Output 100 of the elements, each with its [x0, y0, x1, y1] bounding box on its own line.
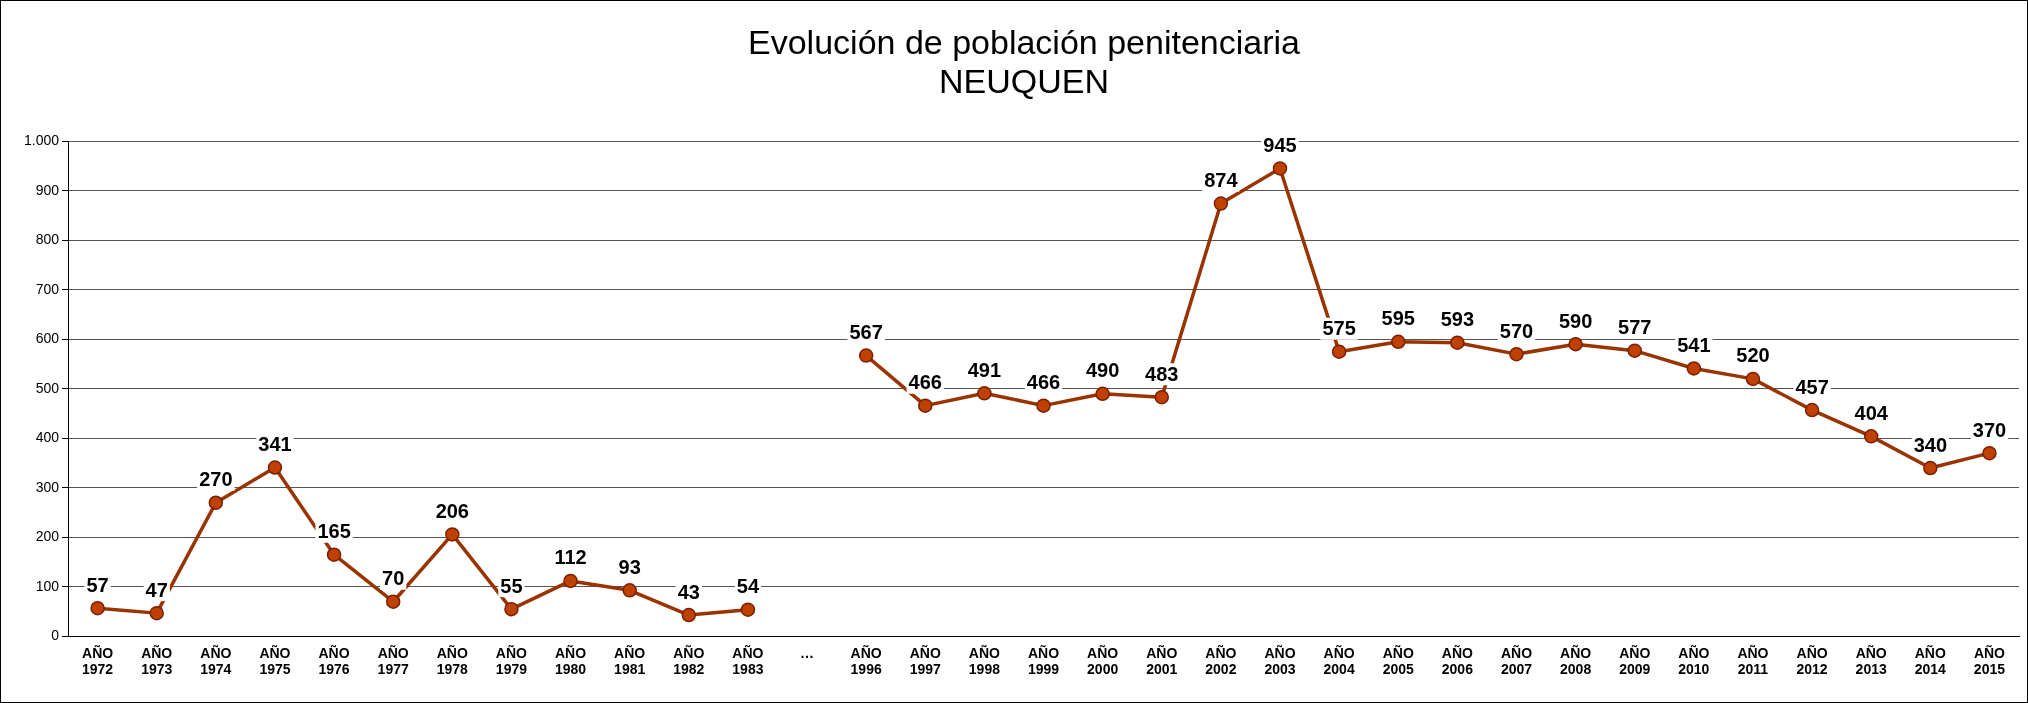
point: [267, 460, 283, 475]
x-tick-label: AÑO 2008: [1560, 643, 1592, 678]
point: [1568, 336, 1583, 352]
point: [1450, 335, 1465, 350]
x-tick-label: AÑO 1979: [495, 643, 528, 678]
x-tick-label: AÑO 1998: [968, 643, 1001, 678]
point: [1982, 445, 1997, 461]
data-label: 570: [1499, 319, 1534, 342]
x-tick-label: AÑO 2002: [1205, 643, 1237, 678]
data-label: 165: [317, 520, 351, 543]
point: [1686, 361, 1702, 376]
x-tick-label: AÑO 2004: [1323, 643, 1355, 678]
x-tick-label: AÑO 2015: [1973, 643, 2006, 678]
x-tick-label: AÑO 2010: [1678, 643, 1710, 678]
point: [1213, 196, 1229, 211]
data-label: 70: [382, 567, 405, 590]
x-tick-label: AÑO 2014: [1914, 643, 1947, 678]
point: [563, 573, 578, 589]
point: [1272, 161, 1288, 176]
x-tick-label: AÑO 1997: [909, 643, 942, 678]
data-label: 206: [435, 499, 469, 522]
data-label: 43: [677, 580, 700, 603]
x-tick-label: AÑO 1980: [554, 643, 587, 678]
point: [1863, 429, 1879, 444]
data-label: 590: [1558, 309, 1593, 332]
data-label: 466: [1026, 371, 1061, 394]
point: [918, 398, 933, 413]
data-label: 54: [736, 575, 760, 598]
x-tick-label: AÑO 1983: [732, 643, 764, 678]
data-label: 466: [908, 371, 942, 394]
data-label: 93: [618, 555, 641, 578]
point: [149, 605, 164, 621]
point: [1036, 398, 1051, 413]
chart-title: Evolución de población penitenciaria NEUQUEN: [748, 22, 1301, 101]
point: [1923, 460, 1938, 476]
point: [858, 348, 874, 363]
x-tick-label: AÑO 1972: [82, 643, 114, 678]
data-label: 457: [1795, 375, 1829, 398]
data-label: 874: [1204, 169, 1239, 192]
point: [208, 495, 224, 510]
data-label: 47: [145, 578, 168, 601]
y-tick-label: 900: [35, 181, 60, 198]
x-tick-label: AÑO 1999: [1027, 643, 1060, 678]
y-tick-label: 700: [35, 280, 60, 297]
point: [1390, 334, 1406, 350]
x-tick-label: AÑO 2000: [1087, 643, 1119, 678]
point: [1745, 371, 1761, 387]
x-tick-label: AÑO 2013: [1855, 643, 1887, 678]
point: [977, 386, 992, 401]
data-label: 541: [1677, 334, 1711, 357]
point: [681, 607, 697, 623]
data-label: 567: [849, 321, 883, 344]
point: [90, 600, 105, 616]
data-label: 270: [199, 468, 233, 491]
data-label: 577: [1618, 316, 1652, 339]
data-label: 593: [1440, 308, 1475, 331]
point: [326, 547, 342, 562]
data-label: 55: [500, 574, 523, 597]
data-label: 57: [86, 573, 109, 596]
data-label: 491: [967, 358, 1002, 381]
data-label: 945: [1263, 133, 1297, 156]
point: [445, 527, 460, 542]
x-tick-label: AÑO 2001: [1146, 643, 1178, 678]
x-tick-label: AÑO 1996: [850, 643, 882, 678]
x-tick-label: …: [800, 644, 815, 661]
point: [385, 594, 401, 609]
point: [1627, 343, 1642, 358]
data-label: 490: [1085, 359, 1120, 382]
data-label: 340: [1913, 433, 1948, 456]
point: [1154, 389, 1170, 405]
y-tick-label: 100: [35, 577, 60, 594]
data-label: 483: [1145, 362, 1179, 385]
y-tick-label: 400: [35, 429, 60, 446]
x-tick-label: AÑO 1974: [200, 643, 232, 678]
y-tick-label: 0: [51, 627, 60, 644]
point: [740, 602, 756, 617]
data-label: 520: [1736, 344, 1770, 367]
y-tick-label: 800: [35, 231, 60, 248]
point: [1095, 386, 1110, 401]
x-tick-label: AÑO 2005: [1382, 643, 1415, 678]
x-tick-label: AÑO 2009: [1619, 643, 1651, 678]
x-tick-label: AÑO 1973: [141, 643, 173, 678]
data-label: 370: [1972, 418, 2007, 441]
x-tick-label: AÑO 1982: [673, 643, 705, 678]
y-tick-label: 1.000: [23, 132, 60, 149]
x-tick-label: AÑO 2006: [1441, 643, 1474, 678]
data-label: 404: [1854, 401, 1889, 424]
data-label: 595: [1381, 307, 1415, 330]
y-tick-label: 200: [35, 528, 60, 545]
x-tick-label: AÑO 1978: [436, 643, 469, 678]
x-tick-label: AÑO 2007: [1500, 643, 1533, 678]
y-tick-label: 300: [35, 478, 60, 495]
x-tick-label: AÑO 2011: [1737, 643, 1769, 678]
y-tick-label: 600: [35, 330, 60, 347]
x-tick-label: AÑO 2003: [1264, 643, 1296, 678]
point: [504, 601, 519, 617]
x-tick-label: AÑO 1975: [259, 643, 291, 678]
data-label: 341: [258, 433, 292, 456]
x-tick-label: AÑO 1976: [318, 643, 350, 678]
x-tick-label: AÑO 1981: [614, 643, 646, 678]
